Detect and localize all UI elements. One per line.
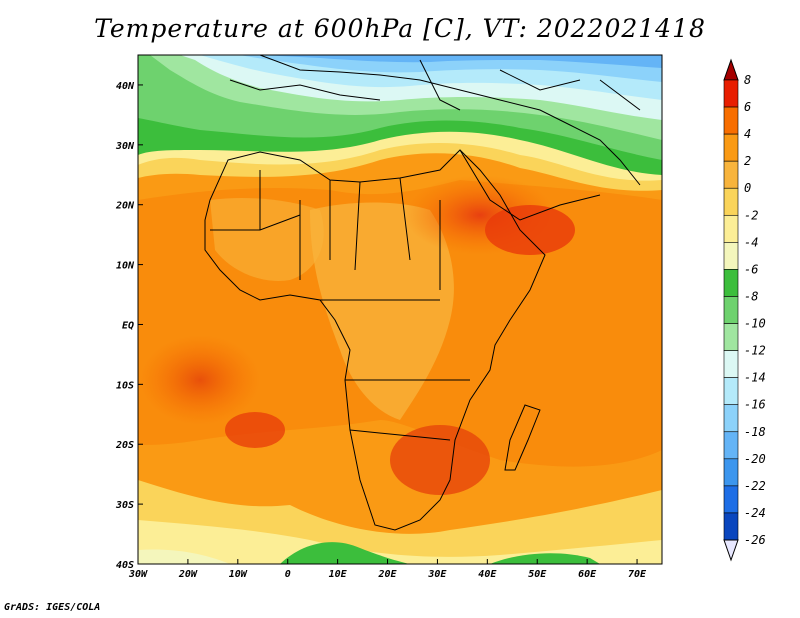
y-tick-label: 10S: [116, 380, 134, 391]
y-tick-label: 30N: [115, 141, 135, 152]
footer-credit: GrADS: IGES/COLA: [4, 602, 101, 613]
colorbar-segment: [723, 404, 739, 433]
colorbar-top-arrow: [723, 58, 739, 81]
x-tick-label: 0: [285, 569, 291, 580]
colorbar-label: -14: [744, 371, 766, 385]
coastlines: [204, 55, 641, 531]
colorbar-label: -22: [744, 479, 766, 493]
y-tick-label: EQ: [122, 320, 134, 331]
x-tick-label: 20E: [377, 569, 397, 580]
colorbar-label: -12: [744, 344, 766, 358]
colorbar-segment: [723, 512, 739, 541]
colorbar-segment: [723, 458, 739, 487]
colorbar-segment: [723, 214, 739, 243]
plot-frame: [137, 54, 663, 565]
y-tick-label: 10N: [116, 261, 135, 272]
colorbar-label: -26: [744, 533, 766, 547]
colorbar-label: 4: [744, 127, 751, 141]
colorbar-segment: [723, 242, 739, 270]
colorbar-label: -2: [744, 208, 758, 222]
colorbar-label: -6: [744, 262, 758, 276]
colorbar-segment: [723, 350, 739, 378]
colorbar-segment: [723, 79, 739, 108]
x-tick-label: 70E: [628, 569, 647, 580]
colorbar-segment: [723, 133, 739, 162]
colorbar-label: -8: [744, 289, 758, 303]
colorbar-label: -10: [744, 317, 766, 331]
colorbar-segment: [723, 269, 739, 297]
colorbar-label: -18: [744, 425, 766, 439]
y-tick-label: 40S: [116, 560, 134, 571]
x-tick-label: 60E: [578, 569, 597, 580]
colorbar-label: -16: [744, 398, 766, 412]
colorbar-segment: [723, 296, 739, 324]
y-tick-label: 20N: [115, 201, 135, 212]
y-axis: 40S 30S 20S 10S EQ 10N 20N 30N 40N: [115, 81, 143, 571]
colorbar-label: 0: [744, 181, 751, 195]
x-tick-label: 30W: [128, 569, 148, 580]
x-tick-label: 50E: [528, 569, 547, 580]
y-tick-label: 30S: [115, 500, 134, 511]
x-tick-label: 20W: [178, 569, 198, 580]
x-axis: 30W 20W 10W 0 10E 20E 30E 40E 50E 60E 70E: [128, 559, 647, 580]
colorbar-segment: [723, 431, 739, 460]
colorbar-label: 6: [744, 100, 751, 114]
colorbar-segment: [723, 485, 739, 514]
colorbar-segment: [723, 160, 739, 189]
colorbar-label: 8: [744, 73, 751, 87]
colorbar-segment: [723, 323, 739, 351]
colorbar-label: -24: [744, 506, 766, 520]
x-tick-label: 30E: [427, 569, 447, 580]
colorbar-label: 2: [744, 154, 751, 168]
colorbar: 8 6 4 2 0 -2 -4 -6 -8 -10 -12 -14 -16 -18 -20 -22 -24 -26: [723, 58, 766, 562]
x-tick-label: 10E: [329, 569, 348, 580]
colorbar-segment: [723, 106, 739, 135]
x-tick-label: 40E: [478, 569, 497, 580]
colorbar-label: -4: [744, 235, 758, 249]
colorbar-segment: [723, 377, 739, 406]
chart-title: Temperature at 600hPa [C], VT: 202202141…: [94, 14, 706, 43]
colorbar-label: -20: [744, 452, 766, 466]
y-tick-label: 20S: [115, 440, 134, 451]
colorbar-bottom-arrow: [723, 539, 739, 562]
y-tick-label: 40N: [116, 81, 135, 92]
colorbar-segment: [723, 187, 739, 216]
x-tick-label: 10W: [229, 569, 248, 580]
